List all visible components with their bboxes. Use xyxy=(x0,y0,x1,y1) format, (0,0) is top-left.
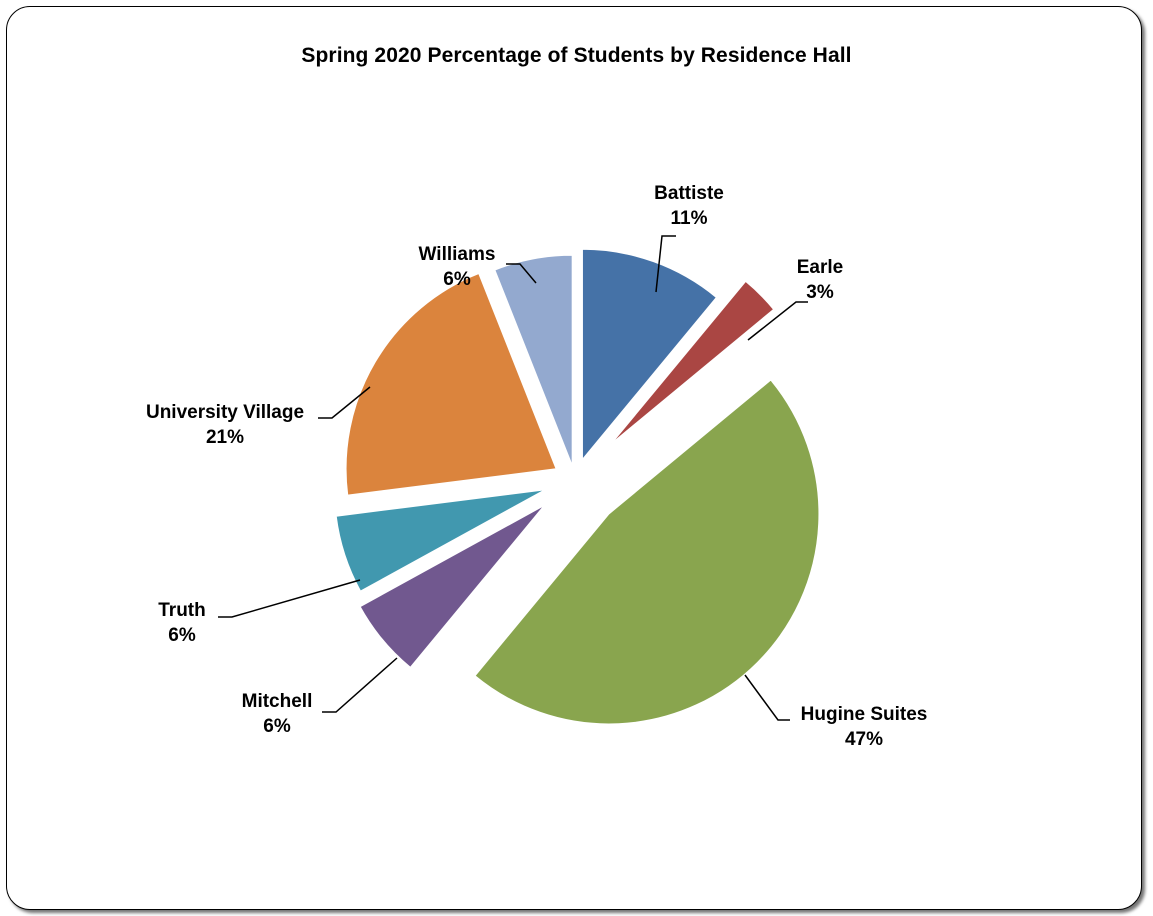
slice-value-battiste: 11% xyxy=(671,208,708,229)
slice-label-truth: Truth xyxy=(158,600,206,621)
pie-slice-hugine-suites xyxy=(474,379,820,725)
slice-label-university-village: University Village xyxy=(146,402,304,423)
pie-slice-earle xyxy=(611,280,775,444)
slice-labels: Battiste 11% Earle 3% Hugine Suites 47% Mitche… xyxy=(146,183,927,750)
leader-lines xyxy=(218,235,808,721)
leader-line-hugine-suites xyxy=(744,674,790,721)
slice-value-williams: 6% xyxy=(443,269,471,290)
slice-value-hugine-suites: 47% xyxy=(845,729,883,750)
pie-slice-mitchell xyxy=(359,505,545,669)
slice-label-earle: Earle xyxy=(797,257,843,278)
pie-slice-williams xyxy=(494,254,573,466)
leader-line-university-village xyxy=(318,386,371,419)
leader-line-mitchell xyxy=(322,657,398,713)
pie-slices xyxy=(335,248,820,725)
pie-slice-truth xyxy=(335,489,545,592)
pie-slice-battiste xyxy=(581,248,718,461)
leader-line-earle xyxy=(747,301,808,341)
chart-title: Spring 2020 Percentage of Students by Re… xyxy=(301,44,852,67)
leader-line-williams xyxy=(506,263,537,284)
pie-slice-university-village xyxy=(345,272,557,496)
slice-label-williams: Williams xyxy=(419,244,496,265)
slice-label-mitchell: Mitchell xyxy=(242,691,313,712)
slice-value-truth: 6% xyxy=(168,625,196,646)
slice-label-battiste: Battiste xyxy=(654,183,724,204)
slice-value-earle: 3% xyxy=(806,282,834,303)
leader-line-truth xyxy=(218,579,361,618)
slice-value-mitchell: 6% xyxy=(263,716,291,737)
slice-value-university-village: 21% xyxy=(206,427,244,448)
leader-line-battiste xyxy=(655,235,676,293)
chart-frame xyxy=(6,6,1142,910)
slice-label-hugine-suites: Hugine Suites xyxy=(801,704,928,725)
